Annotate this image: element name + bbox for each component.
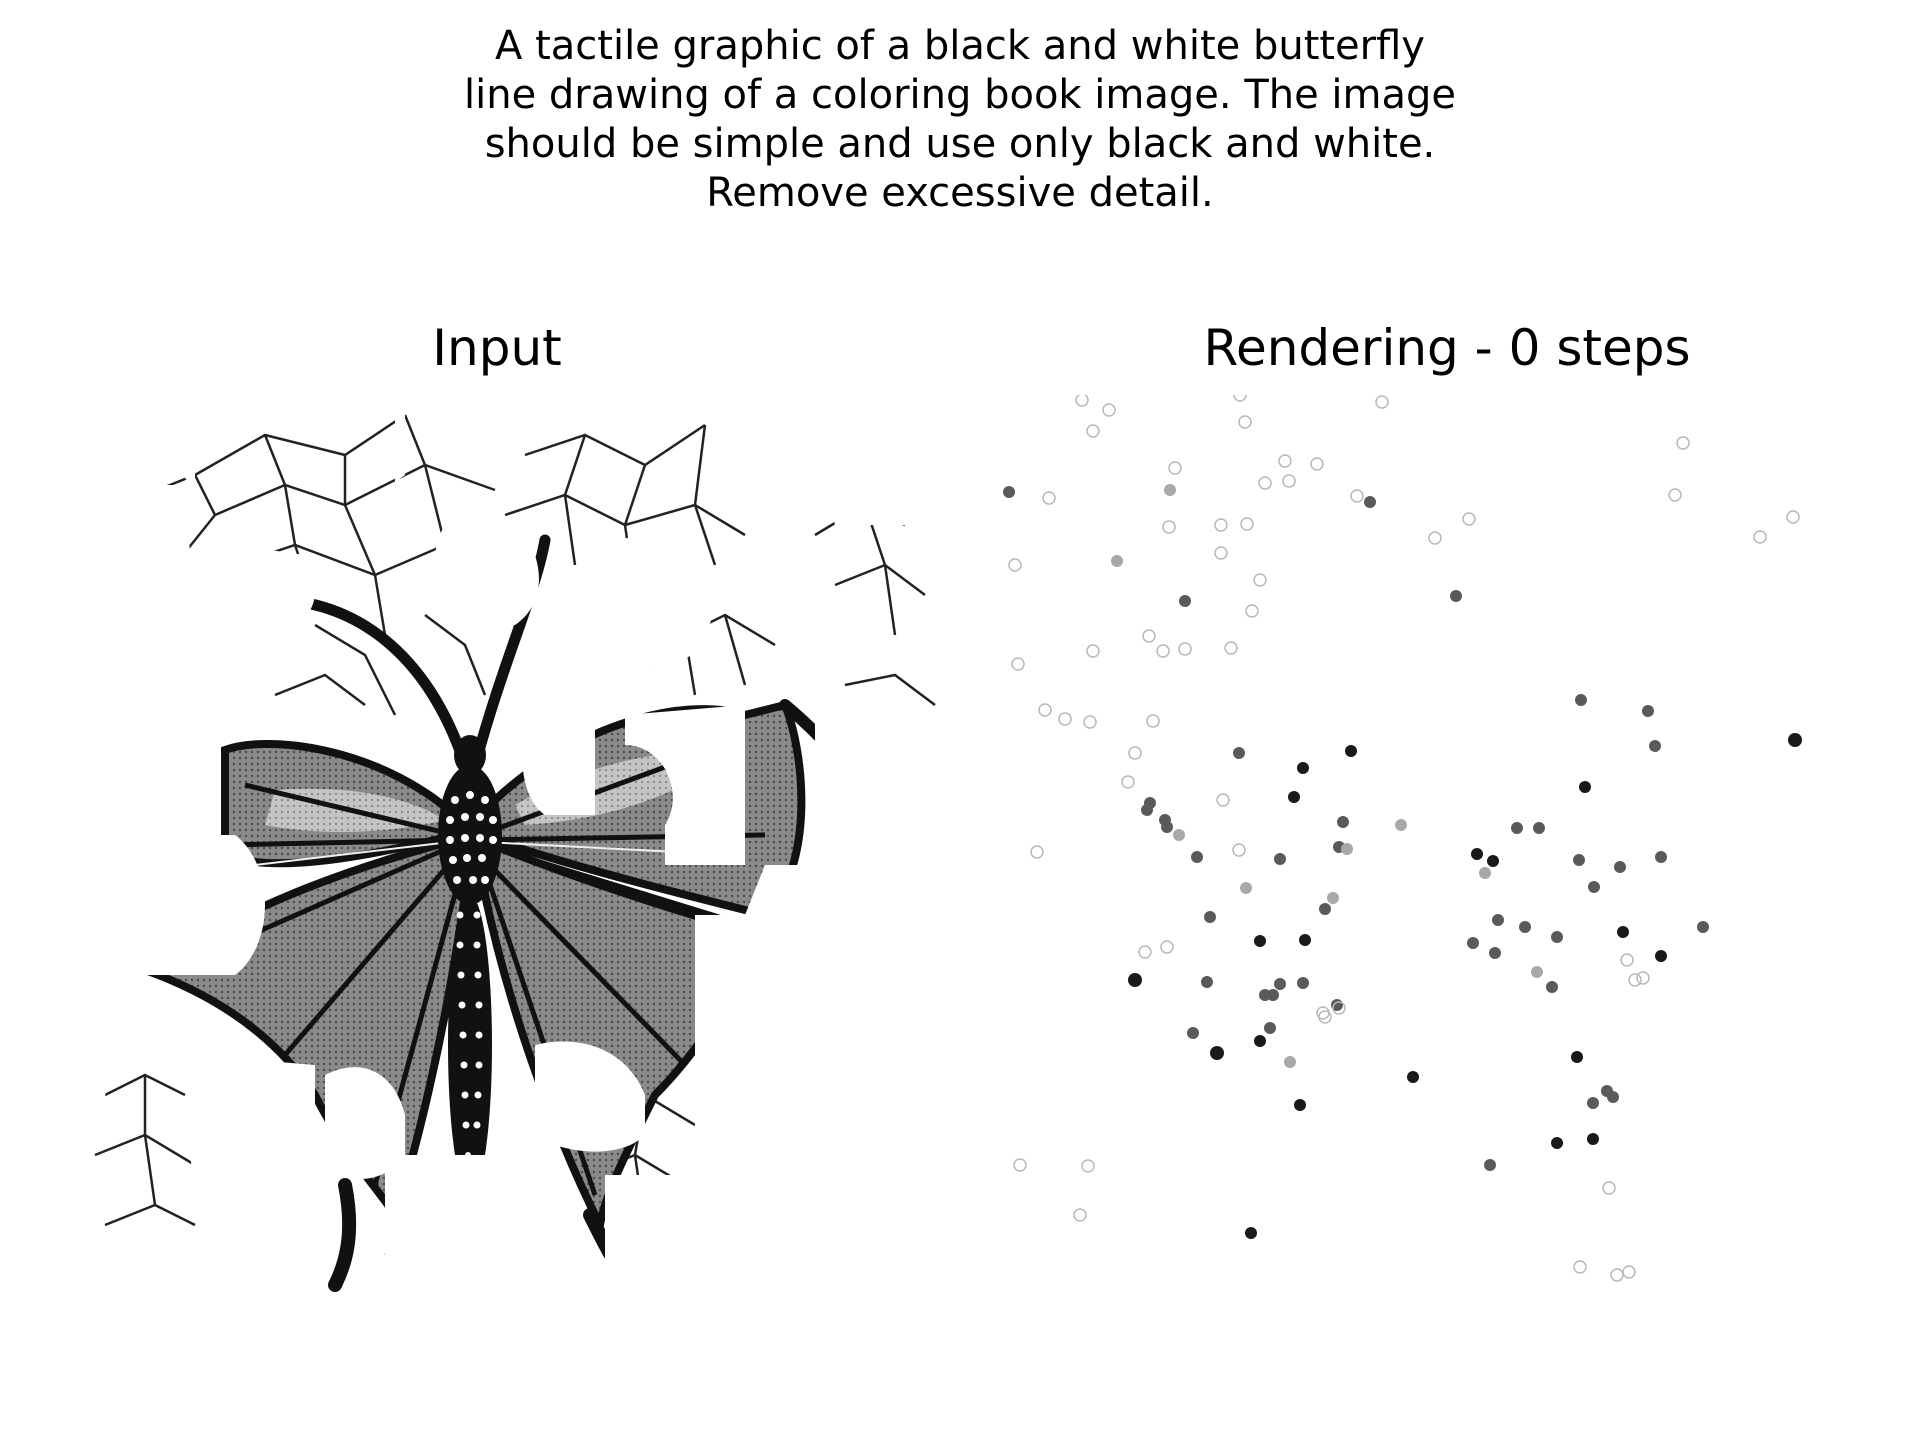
dot-field [1003, 395, 1802, 1282]
caption-line-3: should be simple and use only black and … [484, 121, 1436, 167]
butterfly-drawing [45, 395, 950, 1300]
rendering-image [995, 395, 1900, 1300]
mask-regions [45, 395, 950, 1300]
input-image [45, 395, 950, 1300]
rendered-dots [1003, 395, 1802, 1282]
caption-line-4: Remove excessive detail. [706, 170, 1214, 216]
input-panel-title: Input [432, 319, 562, 377]
figure-caption: A tactile graphic of a black and white b… [0, 22, 1920, 218]
caption-line-1: A tactile graphic of a black and white b… [495, 23, 1425, 69]
caption-line-2: line drawing of a coloring book image. T… [463, 72, 1457, 118]
rendering-panel-title: Rendering - 0 steps [1203, 319, 1691, 377]
